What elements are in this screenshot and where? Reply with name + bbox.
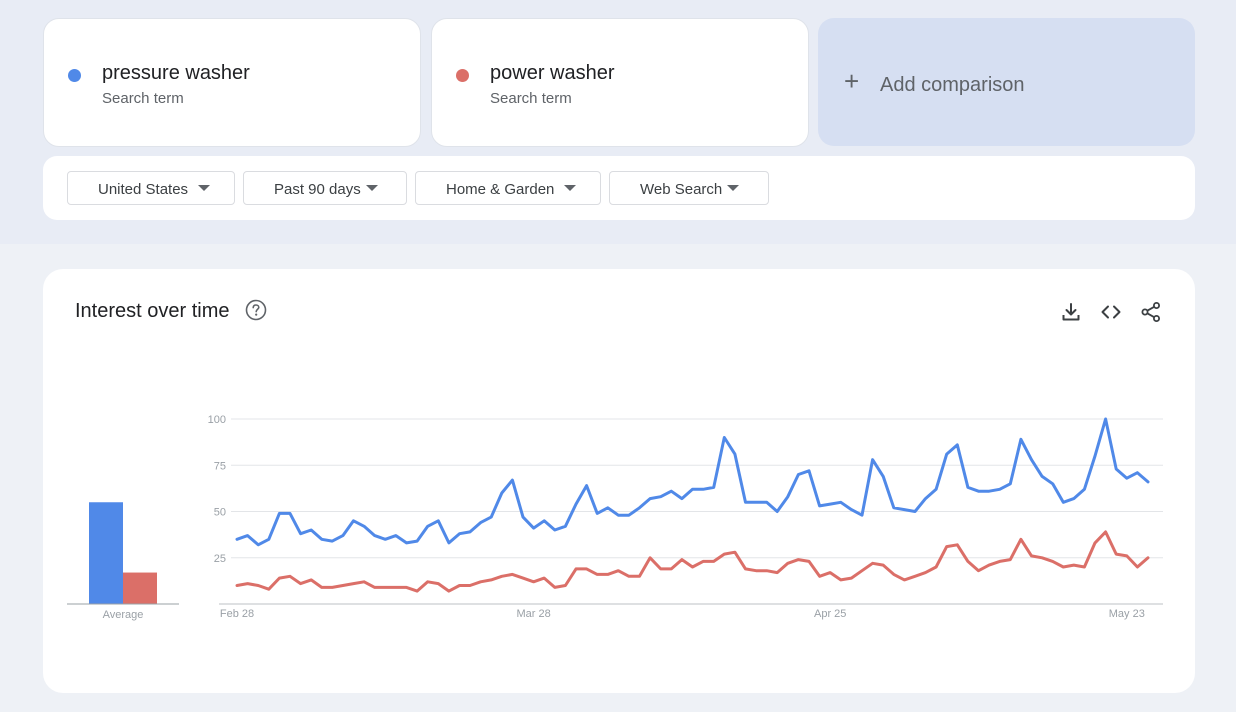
embed-code-icon[interactable]: [1100, 301, 1122, 323]
caret-down-icon: [727, 185, 739, 191]
panel-title: Interest over time: [75, 300, 230, 322]
y-tick-label: 75: [214, 460, 226, 472]
y-tick-label: 50: [214, 507, 226, 519]
average-bar-1: [89, 502, 123, 604]
term-subtitle: Search term: [102, 90, 184, 107]
series-color-dot: [456, 69, 469, 82]
category-dropdown-label: Home & Garden: [446, 181, 555, 198]
series-color-dot: [68, 69, 81, 82]
term-card-pressure-washer[interactable]: pressure washer Search term: [43, 18, 421, 147]
y-tick-label: 100: [208, 414, 226, 426]
search-type-dropdown-label: Web Search: [640, 181, 723, 198]
term-name[interactable]: power washer: [490, 62, 615, 84]
caret-down-icon: [564, 185, 576, 191]
term-card-power-washer[interactable]: power washer Search term: [431, 18, 809, 147]
add-comparison-label: Add comparison: [880, 74, 1025, 96]
caret-down-icon: [198, 185, 210, 191]
add-comparison-button[interactable]: + Add comparison: [818, 18, 1195, 146]
time-range-dropdown[interactable]: Past 90 days: [243, 171, 407, 205]
x-tick-label: Feb 28: [220, 608, 254, 620]
interest-over-time-panel: Interest over time 25 50 75 100 Feb 28 Mar 28…: [43, 269, 1195, 693]
plus-icon: +: [844, 66, 860, 96]
help-circle-icon[interactable]: [245, 299, 267, 321]
caret-down-icon: [366, 185, 378, 191]
search-type-dropdown[interactable]: Web Search: [609, 171, 769, 205]
region-dropdown-label: United States: [98, 181, 189, 198]
series-line-1: [235, 417, 1150, 547]
y-tick-label: 25: [214, 553, 226, 565]
interest-over-time-chart: 25 50 75 100 Feb 28 Mar 28 Apr 25 May 23 Average: [67, 414, 1163, 621]
x-tick-label: Apr 25: [814, 608, 846, 620]
filter-bar: United States Past 90 days Home & Garden…: [43, 156, 1195, 220]
term-subtitle: Search term: [490, 90, 572, 107]
average-label: Average: [103, 609, 144, 621]
share-icon[interactable]: [1140, 301, 1162, 323]
x-tick-label: May 23: [1109, 608, 1145, 620]
average-bar-2: [123, 572, 157, 604]
time-range-dropdown-label: Past 90 days: [274, 181, 361, 198]
region-dropdown[interactable]: United States: [67, 171, 235, 205]
series-line-2: [235, 530, 1150, 593]
x-tick-label: Mar 28: [516, 608, 550, 620]
term-name[interactable]: pressure washer: [102, 62, 250, 84]
download-icon[interactable]: [1060, 301, 1082, 323]
category-dropdown[interactable]: Home & Garden: [415, 171, 601, 205]
